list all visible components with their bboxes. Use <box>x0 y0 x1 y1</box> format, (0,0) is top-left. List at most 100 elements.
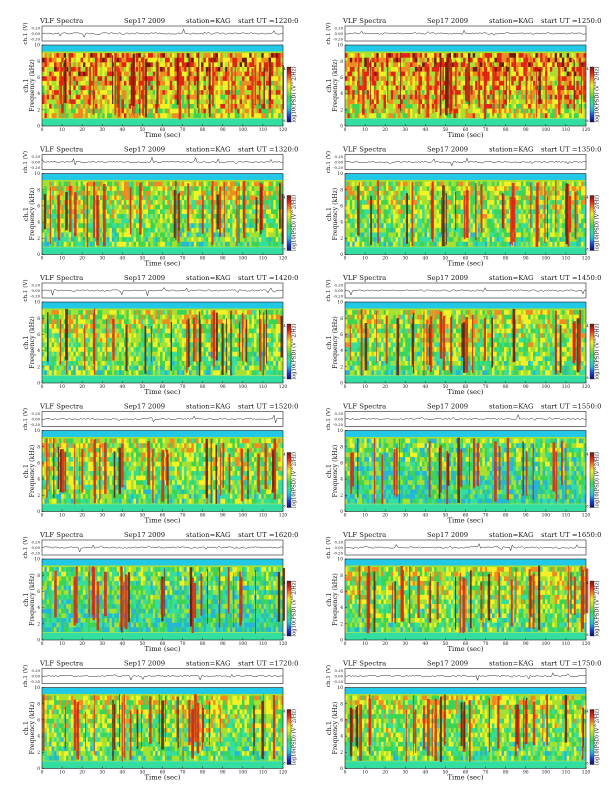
x-tick-label: 70 <box>483 128 489 133</box>
x-tick-label: 110 <box>562 771 571 776</box>
spectrogram-streak <box>560 325 562 373</box>
y-tick-label: 8 <box>340 574 343 579</box>
waveform-trace <box>345 288 586 295</box>
spectrogram-streak <box>452 315 453 374</box>
spectrogram-streak <box>494 441 497 501</box>
spectrogram-streak <box>257 454 260 493</box>
x-tick-label: 0 <box>41 514 44 519</box>
waveform-trace <box>42 288 283 296</box>
y-tick-label: 10 <box>34 44 40 49</box>
spectrogram-streak <box>431 183 432 229</box>
spectrogram-streak <box>220 448 221 495</box>
panel-start-time: start UT =1550:0 <box>541 403 601 411</box>
x-tick-label: 80 <box>200 385 206 390</box>
colorbar-tick-label: -8 <box>282 376 285 380</box>
spectrogram-streak <box>481 184 483 233</box>
x-tick-label: 30 <box>402 642 408 647</box>
spectrogram-streak <box>350 708 353 757</box>
x-tick-label: 80 <box>503 514 509 519</box>
waveform-tick-label: 0.00 <box>335 31 344 36</box>
spectrogram-streak <box>370 60 371 105</box>
x-tick-label: 90 <box>220 385 226 390</box>
panel-date: Sep17 2009 <box>124 274 165 282</box>
y-tick-label: 8 <box>37 702 40 707</box>
waveform-frame <box>42 155 283 170</box>
panel-start-time: start UT =1250:0 <box>541 17 601 25</box>
x-tick-label: 20 <box>382 642 388 647</box>
x-axis-label: Time (sec) <box>145 260 181 268</box>
waveform-axis-label: ch.1 (V) <box>325 408 332 430</box>
spectrogram-streak <box>126 324 128 371</box>
spectrogram-streak <box>125 575 128 630</box>
spectrogram-streak <box>43 694 45 751</box>
spectrogram-streak <box>226 318 227 372</box>
x-tick-label: 90 <box>220 128 226 133</box>
spectrogram-streak <box>513 309 516 362</box>
spectrogram-streak <box>479 61 481 101</box>
x-tick-label: 70 <box>483 257 489 262</box>
x-tick-label: 90 <box>523 514 529 519</box>
x-tick-label: 20 <box>79 514 85 519</box>
y-tick-label: 4 <box>340 478 343 483</box>
spectrogram-band <box>345 559 586 565</box>
x-tick-label: 120 <box>582 771 591 776</box>
spectrogram-streak <box>432 182 434 242</box>
panel-start-time: start UT =1720:0 <box>238 660 298 668</box>
waveform-axis-label: ch.1 (V) <box>22 279 29 301</box>
spectrogram-frequency-label: Frequency (kHz) <box>332 445 339 498</box>
spectrogram-streak <box>499 446 501 490</box>
spectrogram-streak <box>228 61 229 113</box>
spectrogram-streak <box>263 313 264 376</box>
spectrogram-streak <box>59 62 62 104</box>
colorbar-tick-label: -4 <box>282 196 285 200</box>
waveform-tick-label: 0.20 <box>335 26 344 31</box>
spectrogram-streak <box>442 61 444 101</box>
panel-start-time: start UT =1320:0 <box>238 146 298 154</box>
spectrogram-streak <box>359 566 361 617</box>
spectrogram-streak <box>233 573 234 628</box>
panel-start-time: start UT =1450:0 <box>541 274 601 282</box>
spectrogram-streak <box>193 318 196 362</box>
spectrogram-streak <box>460 449 462 487</box>
spectrogram-streak <box>509 54 510 103</box>
spectrogram-streak <box>426 320 427 365</box>
waveform-tick-label: -0.20 <box>333 37 343 42</box>
panel-title: VLF Spectra <box>342 403 386 411</box>
spectrogram-streak <box>273 453 274 488</box>
spectrogram-streak <box>510 197 512 244</box>
colorbar <box>590 581 594 636</box>
spectrogram-streak <box>498 572 500 617</box>
spectrogram-streak <box>63 64 64 111</box>
spectrogram-streak <box>466 63 468 102</box>
y-tick-label: 2 <box>37 237 40 242</box>
x-tick-label: 20 <box>382 771 388 776</box>
spectrogram-streak <box>503 194 505 229</box>
spectrogram-streak <box>164 568 165 616</box>
spectrogram-streak <box>350 326 351 360</box>
waveform-tick-label: 0.00 <box>32 545 41 550</box>
y-tick-label: 10 <box>337 172 343 177</box>
y-tick-label: 2 <box>340 751 343 756</box>
x-tick-label: 80 <box>200 771 206 776</box>
panel-start-time: start UT =1620:0 <box>238 531 298 539</box>
spectrogram-streak <box>555 311 557 374</box>
spectrogram-streak <box>118 68 120 116</box>
x-tick-label: 20 <box>382 385 388 390</box>
x-tick-label: 20 <box>79 642 85 647</box>
x-tick-label: 40 <box>423 128 429 133</box>
panel-date: Sep17 2009 <box>427 403 468 411</box>
x-tick-label: 30 <box>99 257 105 262</box>
x-tick-label: 80 <box>200 128 206 133</box>
spectrogram-streak <box>206 439 208 498</box>
panel-title: VLF Spectra <box>342 146 386 154</box>
spectrogram-streak <box>137 710 139 749</box>
spectrogram-streak <box>142 57 144 115</box>
spectrogram-streak <box>526 451 528 496</box>
spectrogram-streak <box>212 313 214 359</box>
spectrogram-streak <box>499 66 500 114</box>
y-tick-label: 2 <box>37 108 40 113</box>
x-tick-label: 80 <box>200 257 206 262</box>
x-tick-label: 120 <box>279 128 288 133</box>
